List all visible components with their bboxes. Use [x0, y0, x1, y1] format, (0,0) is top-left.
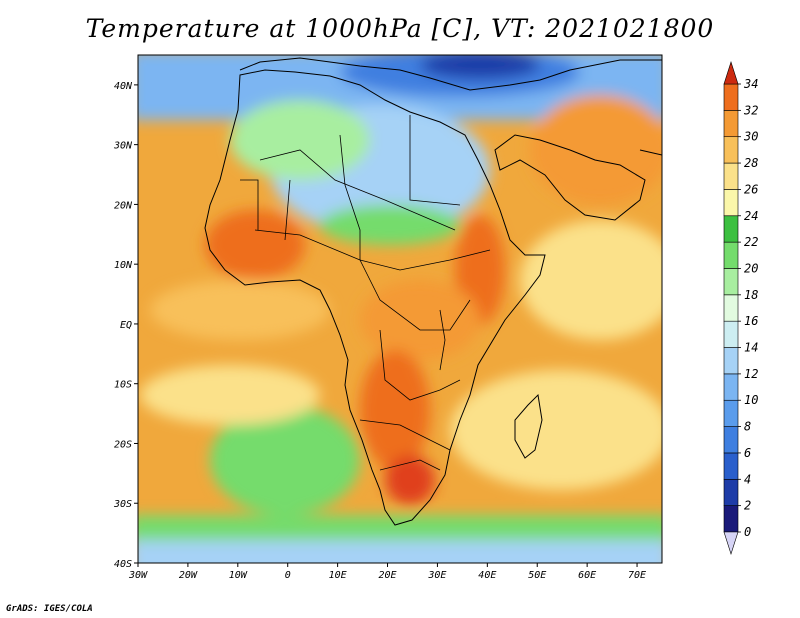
lon-tick-label: 20W [179, 570, 198, 581]
lon-tick-label: 30E [427, 570, 446, 581]
colorbar-label: 4 [744, 472, 751, 486]
lon-tick-label: 60E [578, 570, 596, 581]
colorbar-band [723, 478, 739, 506]
india-coastline [639, 149, 662, 156]
field-arabia-warm [530, 95, 662, 205]
lat-tick-label: 30N [113, 141, 133, 152]
field-south-africa-hot [385, 455, 435, 505]
field-atlantic-mild [140, 365, 320, 425]
colorbar-band [723, 83, 739, 111]
colorbar-band [723, 110, 739, 138]
colorbar-label: 10 [744, 393, 758, 407]
madagascar-coastline [514, 393, 543, 459]
colorbar-band [723, 320, 739, 348]
colorbar-band [723, 162, 739, 190]
lon-tick-label: 70E [628, 570, 646, 581]
arabia-coastline [494, 134, 646, 221]
lat-tick-label: 10N [114, 260, 133, 271]
lat-tick-label: 20N [114, 200, 133, 211]
colorbar-under-arrow [723, 531, 739, 555]
colorbar-band [723, 347, 739, 375]
plot-frame [137, 54, 663, 564]
footer-credit: GrADS: IGES/COLA [6, 604, 93, 614]
colorbar-over-arrow [723, 61, 739, 85]
lon-tick-label: 30W [128, 570, 148, 581]
colorbar-band [723, 426, 739, 454]
colorbar-band [723, 215, 739, 243]
lon-tick-label: 0 [285, 570, 291, 581]
lat-tick-label: 40S [114, 559, 132, 570]
africa-coastline [204, 69, 546, 526]
lon-tick-label: 40E [478, 570, 496, 581]
colorbar-band [723, 505, 739, 533]
lat-tick-label: EQ [120, 320, 132, 331]
colorbar-label: 24 [744, 209, 758, 223]
colorbar-band [723, 373, 739, 401]
lat-tick-label: 40N [114, 81, 133, 92]
lon-tick-label: 10W [229, 570, 248, 581]
lat-tick-label: 10S [114, 380, 132, 391]
colorbar-label: 2 [744, 499, 751, 513]
field-sahel-north [320, 205, 460, 245]
field-west-africa-hot [205, 210, 305, 280]
colorbar-band [723, 241, 739, 269]
field-indian-mild [450, 370, 662, 490]
chart-title: Temperature at 1000hPa [C], VT: 20210218… [85, 14, 715, 43]
field-maghreb-cool [230, 100, 370, 180]
colorbar-label: 28 [744, 156, 758, 170]
colorbar-label: 32 [743, 103, 758, 117]
country-borders [240, 115, 491, 471]
field-gulf-of-guinea [150, 280, 330, 340]
lat-tick-label: 20S [114, 439, 132, 450]
colorbar-label: 14 [744, 341, 758, 355]
lat-tick-label: 30S [113, 499, 132, 510]
colorbar-label: 20 [744, 261, 758, 275]
colorbar-band [723, 189, 739, 217]
colorbar-band [723, 452, 739, 480]
field-southern-africa-hot [360, 350, 430, 470]
field-indian-ocean [520, 220, 662, 340]
field-europe-coldest [420, 55, 540, 79]
latitude-axis: 40S 30S 20S 10S EQ 10N 20N 30N 40N [113, 81, 138, 570]
colorbar-label: 16 [744, 314, 758, 328]
colorbar-label: 8 [744, 420, 751, 434]
colorbar-band [723, 294, 739, 322]
field-central-africa [360, 280, 480, 360]
colorbar-label: 12 [744, 367, 758, 381]
colorbar-band [723, 136, 739, 164]
colorbar-band [723, 268, 739, 296]
colorbar-label: 0 [744, 525, 751, 539]
field-atlantic-cool [210, 405, 360, 515]
colorbar-label: 18 [744, 288, 758, 302]
lon-tick-label: 50E [528, 570, 546, 581]
colorbar-label: 30 [743, 130, 758, 144]
colorbar-label: 26 [744, 182, 758, 196]
temperature-field [138, 55, 662, 563]
colorbar-label: 22 [744, 235, 758, 249]
field-south-cold [138, 540, 662, 563]
coastlines [204, 57, 662, 526]
colorbar-label: 34 [743, 77, 758, 91]
lon-tick-label: 20E [378, 570, 396, 581]
longitude-axis: 30W 20W 10W 0 10E 20E 30E 40E 50E 60E 70E [128, 563, 646, 581]
colorbar-label: 6 [744, 446, 751, 460]
colorbar-band [723, 399, 739, 427]
europe-coastline [239, 57, 662, 91]
lon-tick-label: 10E [329, 570, 347, 581]
